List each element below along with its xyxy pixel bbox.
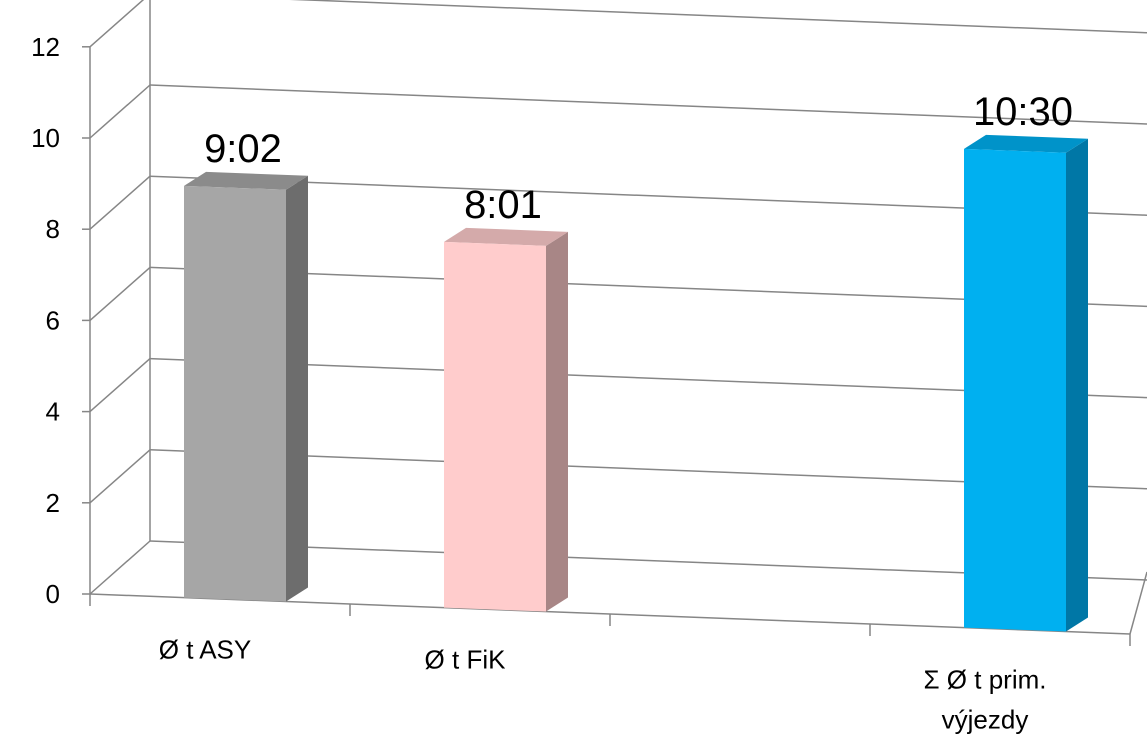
gridline-side bbox=[89, 449, 151, 504]
bar-front bbox=[964, 148, 1066, 632]
data-label: 8:01 bbox=[464, 183, 542, 227]
bar-front bbox=[444, 241, 546, 612]
bar-top bbox=[184, 171, 308, 190]
bar bbox=[964, 134, 1088, 632]
gridline-side bbox=[89, 0, 145, 48]
bar-side bbox=[286, 175, 308, 602]
y-tick-label: 8 bbox=[46, 214, 60, 244]
data-labels: 9:02 8:01 10:30 bbox=[204, 90, 1073, 227]
data-label: 9:02 bbox=[204, 127, 282, 171]
y-tick-label: 0 bbox=[46, 579, 60, 609]
y-tick-label: 6 bbox=[46, 305, 60, 335]
data-label: 10:30 bbox=[973, 90, 1073, 134]
y-tick-label: 4 bbox=[46, 397, 60, 427]
x-category-label: výjezdy bbox=[942, 704, 1029, 734]
gridline bbox=[289, 0, 1147, 34]
bar-top bbox=[964, 134, 1088, 153]
axes bbox=[82, 46, 1147, 646]
bar-side bbox=[546, 231, 568, 612]
x-category-label: Ø t ASY bbox=[159, 634, 252, 664]
x-category-label: Ø t FiK bbox=[425, 644, 507, 674]
bar bbox=[444, 227, 568, 612]
gridline-side bbox=[89, 358, 151, 413]
bar-front bbox=[184, 185, 286, 602]
gridlines bbox=[89, 0, 1147, 595]
y-tick-label: 12 bbox=[31, 32, 60, 62]
floor-right-edge bbox=[1129, 571, 1147, 635]
gridline bbox=[149, 84, 1147, 125]
y-axis-ticks: 0 2 4 6 8 10 12 bbox=[31, 32, 60, 609]
y-tick-label: 2 bbox=[46, 488, 60, 518]
gridline-side bbox=[89, 540, 151, 595]
bar-top bbox=[444, 227, 568, 246]
x-category-label: Σ Ø t prim. bbox=[924, 664, 1047, 694]
gridline-side bbox=[89, 84, 151, 139]
gridline-side bbox=[89, 266, 151, 321]
bar bbox=[184, 171, 308, 602]
x-axis-categories: Ø t ASY Ø t FiK Σ Ø t prim. výjezdy bbox=[159, 634, 1047, 734]
bars bbox=[184, 134, 1088, 632]
gridline-side bbox=[89, 175, 151, 230]
y-tick-label: 10 bbox=[31, 123, 60, 153]
bar-side bbox=[1066, 138, 1088, 632]
